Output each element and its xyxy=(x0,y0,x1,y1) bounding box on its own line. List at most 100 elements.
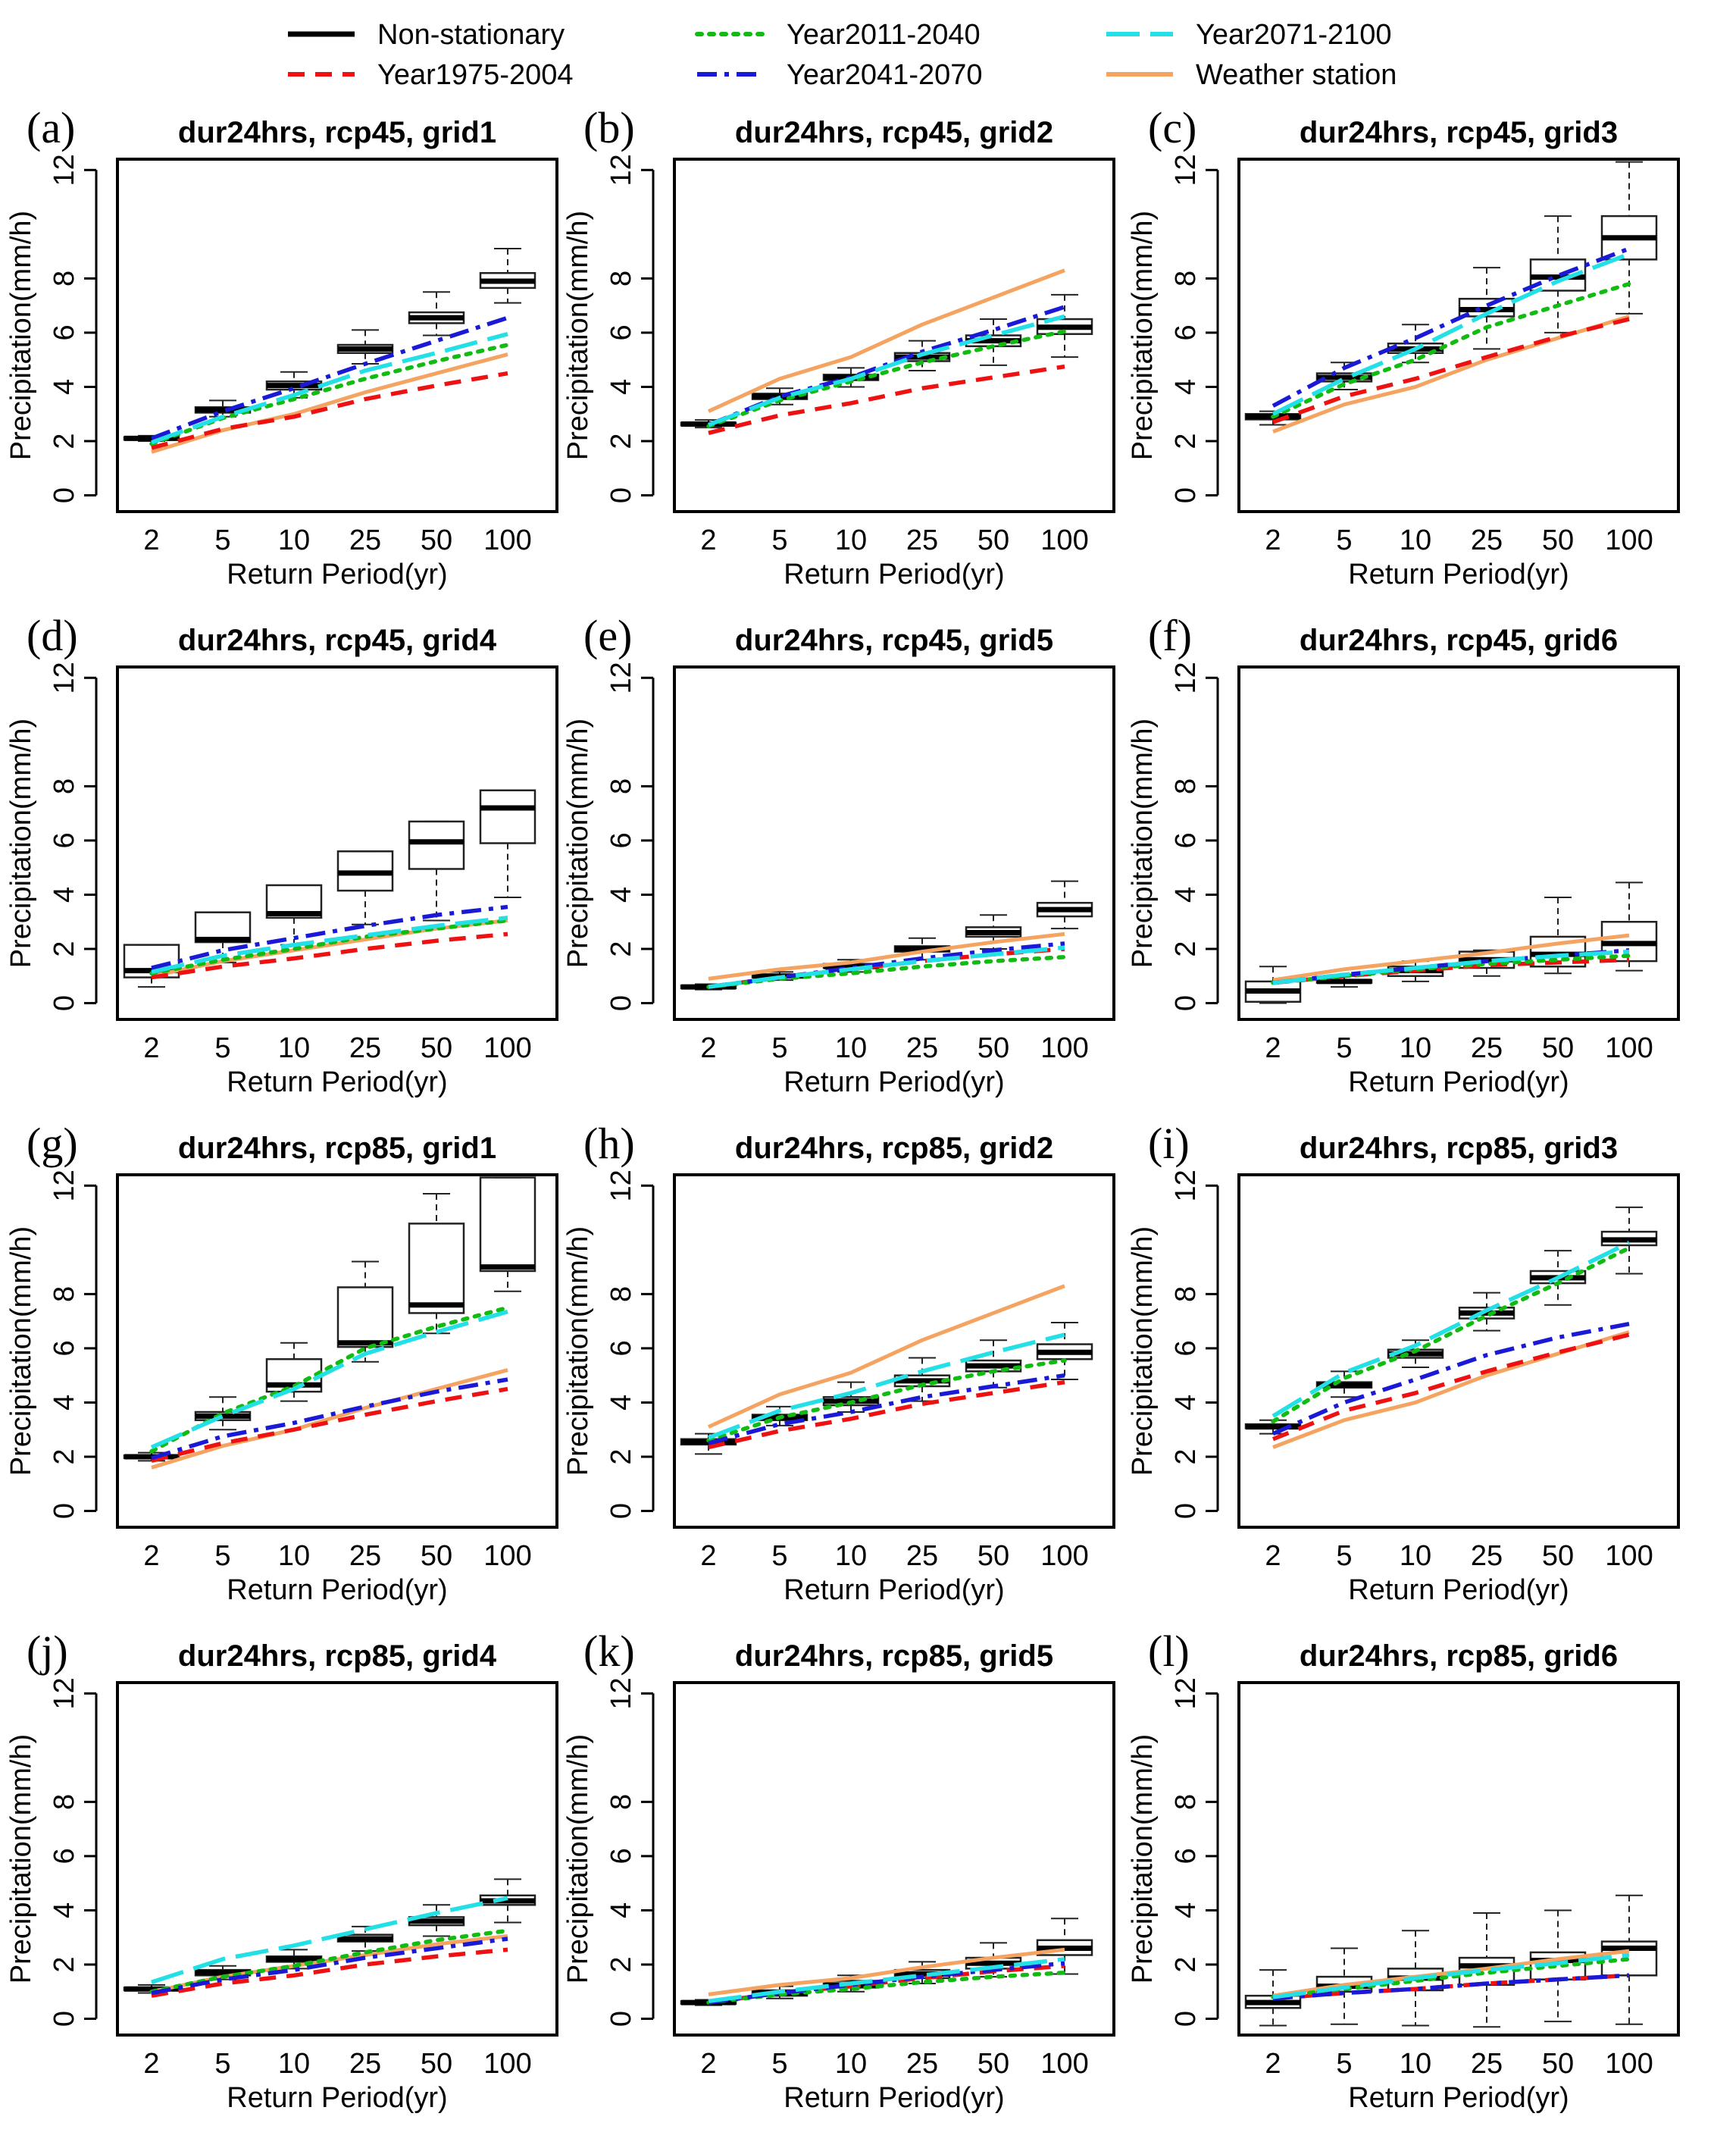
series-line-y2011 xyxy=(149,1928,510,1994)
x-tick-label: 2 xyxy=(1265,1032,1281,1064)
panel-letter: (l) xyxy=(1148,1627,1190,1676)
y-tick-label: 4 xyxy=(1170,1395,1202,1411)
panel-letter: (c) xyxy=(1148,103,1196,152)
legend-entry-y2011: Year2011-2040 xyxy=(695,19,981,51)
series-line-ws xyxy=(708,1947,1065,1996)
panel-letter: (e) xyxy=(583,611,632,660)
x-tick-label: 100 xyxy=(483,1540,531,1572)
y-tick-label: 6 xyxy=(1170,832,1202,848)
panel-8: (h) dur24hrs, rcp85, grid2 0 2 4 6 8 12 Precipit… xyxy=(562,1119,1115,1606)
panel-title: dur24hrs, rcp85, grid6 xyxy=(1300,1639,1618,1673)
x-axis-label: Return Period(yr) xyxy=(227,2082,447,2114)
x-axis-label: Return Period(yr) xyxy=(227,1574,447,1606)
x-tick-label: 2 xyxy=(143,2048,159,2080)
box-iqr xyxy=(265,884,323,919)
x-tick-label: 25 xyxy=(349,1032,381,1064)
x-tick-label: 50 xyxy=(421,1540,452,1572)
plot-frame xyxy=(673,665,1115,1021)
series-line-y1975 xyxy=(1272,317,1630,424)
y-axis-label: Precipitation(mm/h) xyxy=(1127,719,1159,968)
x-tick-label: 5 xyxy=(771,1540,787,1572)
series-line-y2011 xyxy=(706,329,1067,429)
x-tick-label: 100 xyxy=(483,2048,531,2080)
panel-10: (j) dur24hrs, rcp85, grid4 0 2 4 6 8 12 Precipit… xyxy=(5,1627,558,2114)
plot-frame xyxy=(1237,665,1680,1021)
plot-area xyxy=(123,248,536,454)
x-axis-label: Return Period(yr) xyxy=(1348,559,1569,590)
y-tick-label: 4 xyxy=(605,379,637,395)
series-line-y1975 xyxy=(151,371,508,450)
panels: (a) dur24hrs, rcp45, grid1 0 2 4 6 8 12 Precipit… xyxy=(5,103,1680,2114)
x-tick-label: 10 xyxy=(835,2048,867,2080)
panel-letter: (f) xyxy=(1148,611,1192,660)
series-line-y2071 xyxy=(708,1332,1065,1440)
legend-label-ws: Weather station xyxy=(1196,59,1397,91)
x-tick-label: 2 xyxy=(143,1032,159,1064)
plot-frame xyxy=(1237,1681,1680,2037)
y-tick-label: 0 xyxy=(605,2011,637,2027)
x-tick-label: 100 xyxy=(483,524,531,556)
panel-title: dur24hrs, rcp45, grid2 xyxy=(735,116,1053,149)
x-tick-label: 100 xyxy=(1040,1032,1088,1064)
box-100 xyxy=(479,1878,536,1924)
legend-label-y1975: Year1975-2004 xyxy=(377,59,574,91)
y-tick-label: 4 xyxy=(1170,1902,1202,1918)
series-line-y2011 xyxy=(149,918,510,975)
box-100 xyxy=(479,789,536,899)
x-tick-label: 2 xyxy=(143,524,159,556)
y-tick-label: 6 xyxy=(48,832,80,848)
box-25 xyxy=(336,329,394,365)
series-line-y2011 xyxy=(1271,1245,1631,1424)
y-axis-label: Precipitation(mm/h) xyxy=(562,1734,594,1983)
y-tick-label: 8 xyxy=(1170,271,1202,286)
panel-title: dur24hrs, rcp45, grid6 xyxy=(1300,624,1618,657)
y-axis-label: Precipitation(mm/h) xyxy=(562,1226,594,1476)
x-tick-label: 100 xyxy=(1605,2048,1653,2080)
x-tick-label: 10 xyxy=(1400,1540,1431,1572)
x-tick-label: 5 xyxy=(771,2048,787,2080)
y-tick-label: 4 xyxy=(48,1902,80,1918)
panel-title: dur24hrs, rcp85, grid5 xyxy=(735,1639,1053,1673)
y-tick-label: 8 xyxy=(1170,778,1202,794)
y-tick-label: 0 xyxy=(605,1503,637,1519)
series-line-y2011 xyxy=(706,1970,1067,2005)
box-50 xyxy=(408,820,465,922)
x-tick-label: 50 xyxy=(977,1032,1009,1064)
x-axis-label: Return Period(yr) xyxy=(784,2082,1004,2114)
series-line-y2041 xyxy=(151,315,508,440)
box-iqr xyxy=(1529,935,1587,968)
series-line-y2071 xyxy=(1272,252,1630,416)
x-tick-label: 50 xyxy=(977,524,1009,556)
x-axis-label: Return Period(yr) xyxy=(1348,1066,1569,1098)
x-tick-label: 10 xyxy=(278,524,310,556)
y-tick-label: 12 xyxy=(1170,1677,1202,1709)
series-line-ws xyxy=(707,268,1065,413)
series-line-y2071 xyxy=(151,916,508,975)
legend-entry-nonstat: Non-stationary xyxy=(288,19,565,51)
plot-area xyxy=(123,789,536,988)
x-tick-label: 50 xyxy=(1542,524,1574,556)
y-axis-label: Precipitation(mm/h) xyxy=(1127,211,1159,460)
panel-title: dur24hrs, rcp85, grid2 xyxy=(735,1132,1053,1165)
panel-5: (e) dur24hrs, rcp45, grid5 0 2 4 6 8 12 Precipit… xyxy=(562,611,1115,1098)
x-tick-label: 25 xyxy=(906,1540,938,1572)
y-tick-label: 8 xyxy=(605,1286,637,1302)
y-tick-label: 12 xyxy=(1170,154,1202,186)
plot-area xyxy=(1244,1206,1658,1449)
series-line-y1975 xyxy=(1272,1332,1630,1442)
plot-frame xyxy=(673,1681,1115,2037)
series-line-ws xyxy=(151,352,508,454)
x-tick-label: 25 xyxy=(1471,1032,1503,1064)
y-tick-label: 2 xyxy=(605,1448,637,1464)
series-line-ws xyxy=(151,1368,508,1470)
y-tick-label: 2 xyxy=(48,941,80,957)
legend-label-y2041: Year2041-2070 xyxy=(787,59,983,91)
x-tick-label: 5 xyxy=(214,524,230,556)
y-axis-label: Precipitation(mm/h) xyxy=(1127,1226,1159,1476)
x-tick-label: 2 xyxy=(1265,2048,1281,2080)
panel-2: (b) dur24hrs, rcp45, grid2 0 2 4 6 8 12 Precipit… xyxy=(562,103,1115,590)
x-tick-label: 50 xyxy=(1542,1540,1574,1572)
box-5 xyxy=(1315,975,1373,988)
y-tick-label: 0 xyxy=(605,995,637,1011)
x-tick-label: 50 xyxy=(977,2048,1009,2080)
